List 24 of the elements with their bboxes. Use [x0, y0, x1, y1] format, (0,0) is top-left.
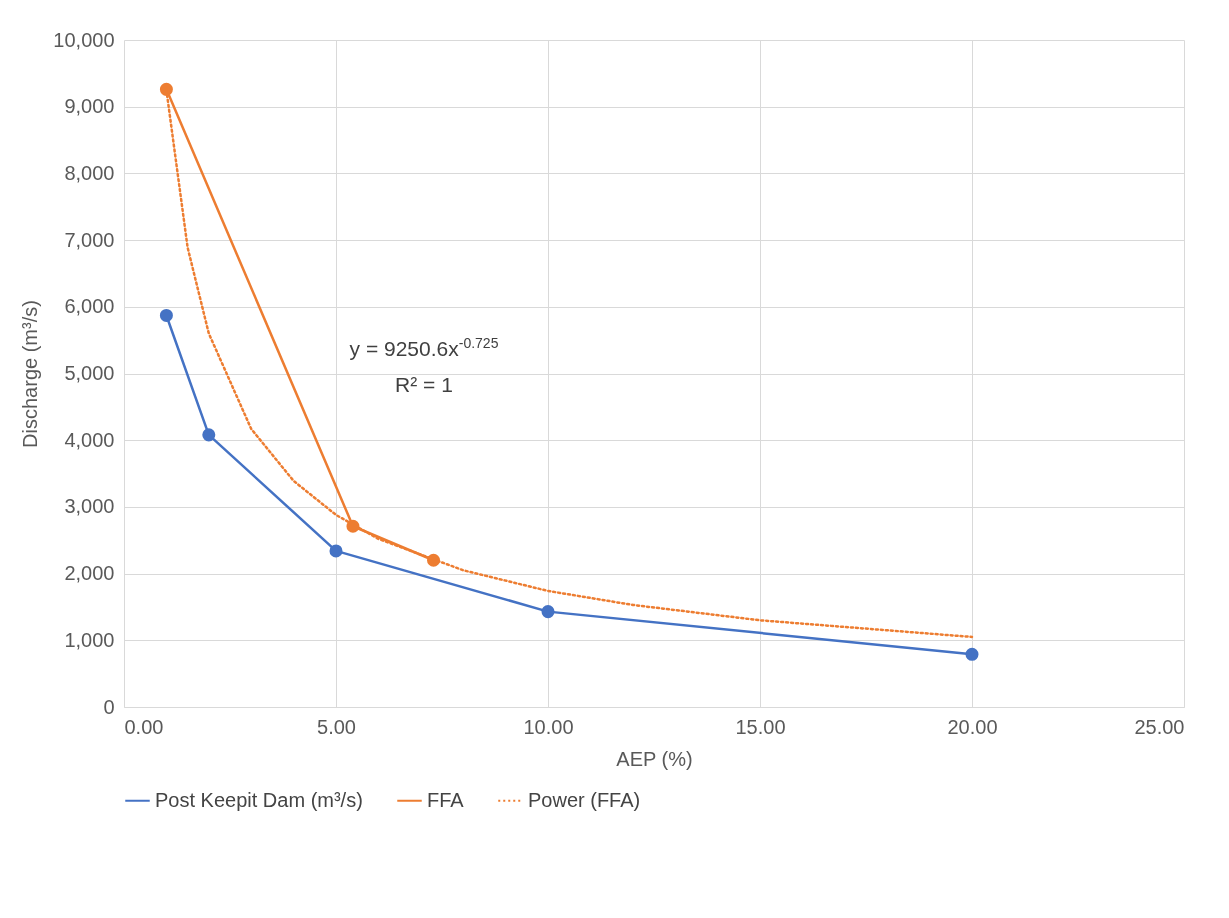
x-tick-label: 15.00: [735, 715, 786, 738]
legend-label: Post Keepit Dam (m³/s): [155, 788, 363, 811]
y-tick-label: 8,000: [64, 161, 115, 184]
y-tick-label: 0: [103, 695, 115, 718]
y-tick-label: 10,000: [53, 28, 115, 51]
y-tick-label: 5,000: [64, 362, 115, 384]
y-tick-label: 2,000: [64, 562, 115, 585]
x-axis-title: AEP (%): [616, 747, 693, 770]
x-tick-label: 5.00: [317, 715, 356, 738]
x-tick-label: 0.00: [124, 715, 164, 738]
x-tick-label: 20.00: [947, 715, 998, 738]
y-tick-label: 1,000: [64, 628, 115, 651]
y-tick-label: 7,000: [64, 228, 115, 251]
x-tick-label: 10.00: [523, 715, 574, 738]
annotation: R² = 1: [395, 373, 453, 396]
y-axis-title: Discharge (m³/s): [19, 300, 42, 448]
y-tick-label: 9,000: [64, 95, 115, 118]
annotation: y = 9250.6x$^{-0.725}$: [349, 335, 499, 360]
x-tick-label: 25.00: [1134, 715, 1185, 738]
y-tick-label: 6,000: [64, 295, 115, 318]
legend-label: Power (FFA): [528, 788, 641, 811]
legend-label: FFA: [427, 788, 465, 811]
y-tick-label: 4,000: [64, 428, 115, 451]
y-tick-label: 3,000: [64, 495, 115, 518]
